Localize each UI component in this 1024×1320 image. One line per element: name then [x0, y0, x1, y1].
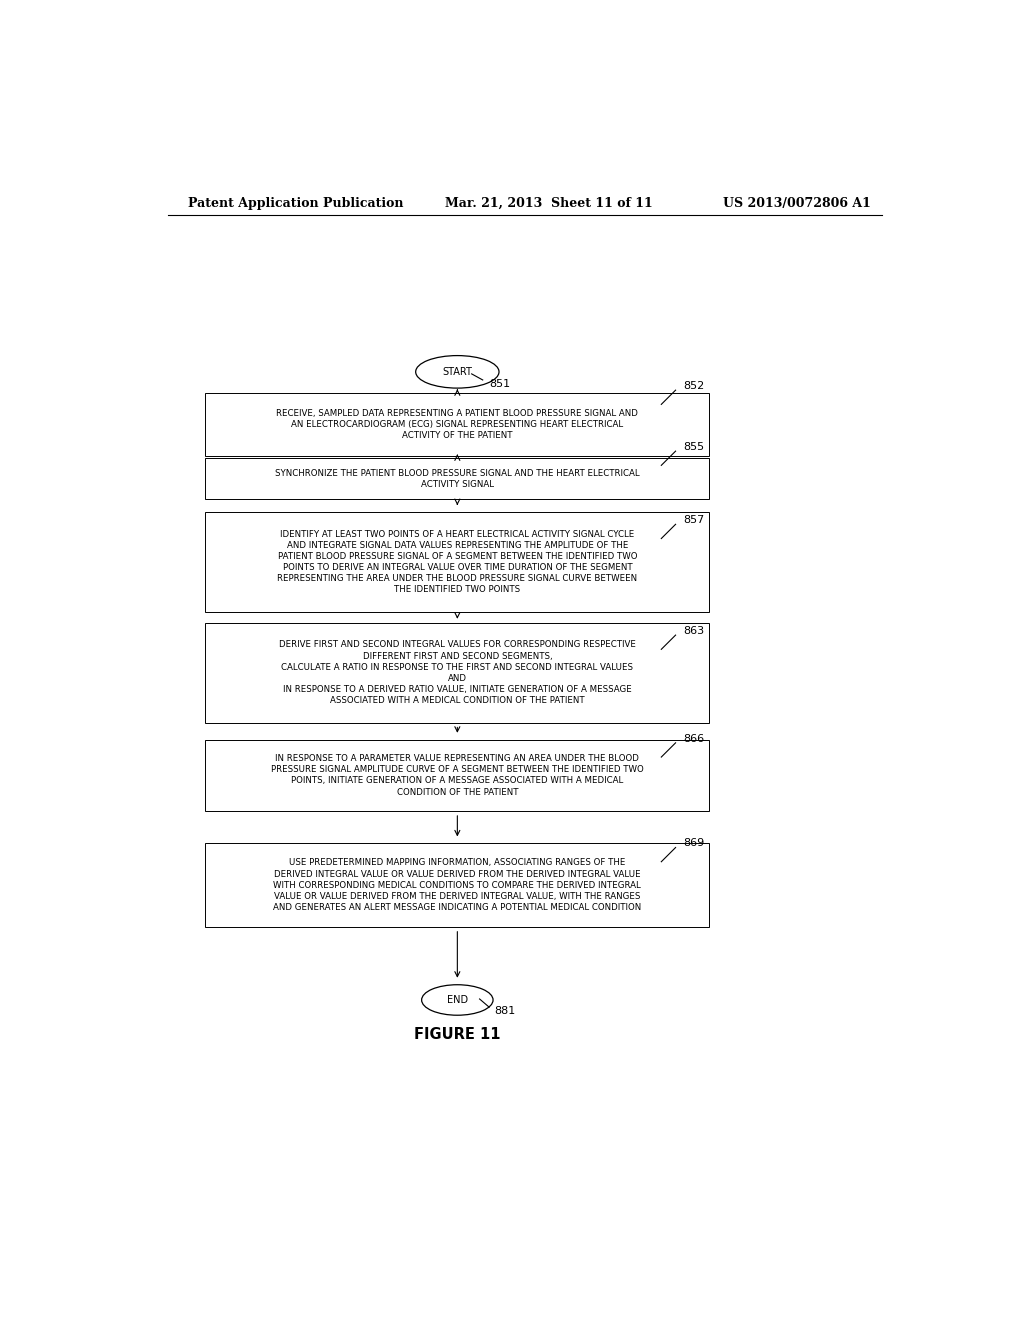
Bar [206, 393, 710, 457]
Text: RECEIVE, SAMPLED DATA REPRESENTING A PATIENT BLOOD PRESSURE SIGNAL AND
AN ELECTR: RECEIVE, SAMPLED DATA REPRESENTING A PAT… [276, 409, 638, 441]
Bar [206, 623, 710, 722]
Text: END: END [446, 995, 468, 1005]
Text: FIGURE 11: FIGURE 11 [414, 1027, 501, 1041]
Text: 863: 863 [684, 626, 705, 636]
Text: SYNCHRONIZE THE PATIENT BLOOD PRESSURE SIGNAL AND THE HEART ELECTRICAL
ACTIVITY : SYNCHRONIZE THE PATIENT BLOOD PRESSURE S… [275, 469, 640, 488]
Text: IDENTIFY AT LEAST TWO POINTS OF A HEART ELECTRICAL ACTIVITY SIGNAL CYCLE
AND INT: IDENTIFY AT LEAST TWO POINTS OF A HEART … [278, 529, 637, 594]
Text: START: START [442, 367, 472, 376]
Text: US 2013/0072806 A1: US 2013/0072806 A1 [723, 197, 871, 210]
Text: IN RESPONSE TO A PARAMETER VALUE REPRESENTING AN AREA UNDER THE BLOOD
PRESSURE S: IN RESPONSE TO A PARAMETER VALUE REPRESE… [271, 754, 644, 796]
Bar [206, 458, 710, 499]
Text: 855: 855 [684, 442, 705, 451]
Bar [206, 843, 710, 927]
Text: Mar. 21, 2013  Sheet 11 of 11: Mar. 21, 2013 Sheet 11 of 11 [445, 197, 653, 210]
Text: 857: 857 [684, 515, 705, 525]
Text: USE PREDETERMINED MAPPING INFORMATION, ASSOCIATING RANGES OF THE
DERIVED INTEGRA: USE PREDETERMINED MAPPING INFORMATION, A… [273, 858, 641, 912]
Text: 866: 866 [684, 734, 705, 743]
Text: 869: 869 [684, 838, 705, 849]
Text: Patent Application Publication: Patent Application Publication [187, 197, 403, 210]
Bar [206, 739, 710, 810]
Text: 881: 881 [495, 1006, 516, 1016]
Text: 852: 852 [684, 381, 705, 391]
Bar [206, 512, 710, 611]
Text: 851: 851 [489, 379, 510, 389]
Text: DERIVE FIRST AND SECOND INTEGRAL VALUES FOR CORRESPONDING RESPECTIVE
DIFFERENT F: DERIVE FIRST AND SECOND INTEGRAL VALUES … [279, 640, 636, 705]
